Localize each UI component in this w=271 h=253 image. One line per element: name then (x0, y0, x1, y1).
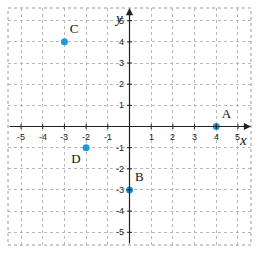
svg-text:4: 4 (214, 132, 219, 142)
svg-text:2: 2 (119, 79, 124, 89)
svg-text:D: D (71, 151, 80, 166)
svg-text:4: 4 (119, 37, 124, 47)
svg-text:C: C (70, 21, 79, 36)
svg-text:x: x (239, 132, 247, 148)
svg-text:5: 5 (119, 16, 124, 26)
svg-text:5: 5 (235, 132, 240, 142)
svg-text:-5: -5 (17, 132, 25, 142)
svg-text:-5: -5 (116, 227, 124, 237)
svg-text:B: B (135, 169, 144, 184)
svg-text:y: y (114, 10, 123, 26)
svg-text:3: 3 (192, 132, 197, 142)
svg-text:-1: -1 (104, 132, 112, 142)
svg-text:2: 2 (170, 132, 175, 142)
svg-text:A: A (222, 106, 232, 121)
svg-text:-4: -4 (39, 132, 47, 142)
svg-text:-4: -4 (116, 206, 124, 216)
svg-text:-2: -2 (116, 164, 124, 174)
svg-text:1: 1 (119, 100, 124, 110)
svg-text:-3: -3 (60, 132, 68, 142)
svg-text:1: 1 (149, 132, 154, 142)
svg-text:3: 3 (119, 58, 124, 68)
svg-text:-3: -3 (116, 185, 124, 195)
svg-text:-2: -2 (82, 132, 90, 142)
svg-text:-1: -1 (116, 143, 124, 153)
